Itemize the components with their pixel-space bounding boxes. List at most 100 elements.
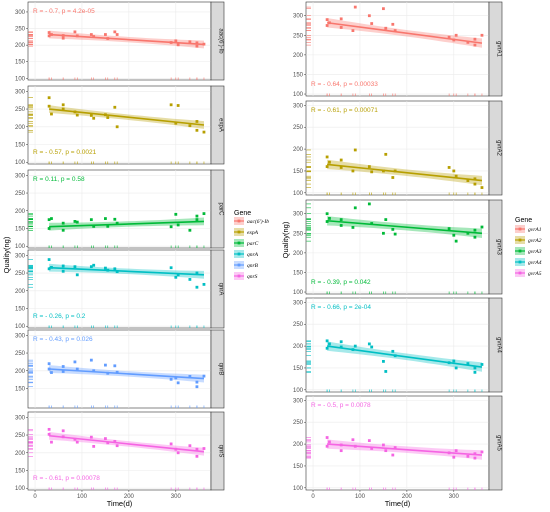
y-tick-label: 100 xyxy=(15,160,26,166)
data-point xyxy=(454,449,458,453)
facet-strip xyxy=(210,329,225,409)
data-point xyxy=(473,235,477,239)
y-tick-label: 200 xyxy=(293,442,304,448)
data-point xyxy=(466,231,470,235)
data-point xyxy=(351,438,355,442)
data-point xyxy=(452,233,456,237)
data-point xyxy=(174,447,178,451)
y-tick-label: 200 xyxy=(293,53,304,59)
legend-key-point xyxy=(237,230,241,234)
legend-label: gvrA2 xyxy=(528,238,542,244)
data-point xyxy=(195,447,199,451)
data-point xyxy=(47,432,51,436)
x-tick-label: 300 xyxy=(449,494,460,500)
y-tick-label: 150 xyxy=(293,366,304,372)
data-point xyxy=(169,442,173,446)
facet-panel: 100 150 200 250 300 R = - 0.64, p = 0.00033 gv… xyxy=(293,1,503,98)
legend-key-point xyxy=(518,238,522,242)
data-point xyxy=(92,444,96,448)
x-tick-label: 200 xyxy=(402,494,413,500)
y-tick-label: 200 xyxy=(15,125,26,131)
data-point xyxy=(393,29,397,32)
data-point xyxy=(480,225,484,229)
panel-frame xyxy=(305,297,490,393)
data-point xyxy=(61,435,65,439)
data-point xyxy=(351,348,355,351)
data-point xyxy=(202,212,206,216)
data-point xyxy=(188,228,192,232)
facet-strip-label: expA xyxy=(218,118,224,132)
panel-frame xyxy=(27,169,212,249)
facet-strip xyxy=(488,1,503,97)
x-tick-label: 100 xyxy=(355,494,366,500)
data-point xyxy=(75,273,79,277)
y-tick-label: 300 xyxy=(15,173,26,179)
y-tick-label: 300 xyxy=(15,415,26,421)
data-point xyxy=(176,451,180,455)
data-point xyxy=(454,174,458,178)
data-point xyxy=(382,169,385,173)
data-point xyxy=(370,222,374,225)
data-point xyxy=(454,33,458,37)
panel-frame xyxy=(27,249,212,329)
data-point xyxy=(89,114,93,117)
data-point xyxy=(367,342,371,346)
legend-label: qnrS xyxy=(247,274,258,280)
facet-strip xyxy=(210,1,225,81)
panel-frame xyxy=(27,85,212,165)
panel-frame xyxy=(305,199,490,295)
data-point xyxy=(50,440,53,444)
data-point xyxy=(447,451,451,455)
data-point xyxy=(61,34,65,37)
data-point xyxy=(370,170,374,174)
panel-frame xyxy=(27,1,212,81)
y-tick-label: 200 xyxy=(293,147,304,153)
y-tick-label: 150 xyxy=(15,387,26,393)
y-tick-label: 150 xyxy=(293,72,304,78)
data-point xyxy=(75,367,79,371)
regression-line xyxy=(49,368,205,380)
data-point xyxy=(202,282,206,286)
data-point xyxy=(328,217,331,220)
y-tick-label: 300 xyxy=(293,398,304,404)
facet-panel: 100 150 200 250 300 R = - 0.66, p = 2e-04 gvrA… xyxy=(293,297,503,394)
legend-item: gvrA1 xyxy=(515,225,542,233)
y-tick-label: 200 xyxy=(15,209,26,215)
legend-label: parC xyxy=(246,241,259,247)
x-tick-label: 0 xyxy=(33,494,37,500)
data-point xyxy=(47,104,51,108)
y-tick-label: 300 xyxy=(15,89,26,95)
data-point xyxy=(73,265,77,269)
y-tick-label: 150 xyxy=(15,307,26,313)
data-point xyxy=(50,112,53,116)
data-point xyxy=(89,265,93,269)
data-point xyxy=(473,456,477,460)
panel-frame xyxy=(305,395,490,491)
data-point xyxy=(115,33,119,36)
data-point xyxy=(106,441,110,445)
data-point xyxy=(473,370,477,374)
facet-strip xyxy=(210,169,225,249)
data-point xyxy=(391,453,395,457)
data-point xyxy=(195,120,199,123)
data-point xyxy=(106,116,110,119)
data-point xyxy=(367,165,371,168)
data-point xyxy=(176,273,180,277)
data-point xyxy=(169,266,173,270)
data-point xyxy=(61,103,65,107)
data-point xyxy=(447,35,451,39)
facet-strip-label: gvrA4 xyxy=(496,337,502,353)
data-point xyxy=(480,186,484,189)
correlation-annotation: R = - 0.61, p = 0.00071 xyxy=(311,107,378,114)
data-point xyxy=(447,227,451,230)
data-point xyxy=(351,29,355,32)
data-point xyxy=(466,40,470,44)
facet-strip xyxy=(210,249,225,329)
y-tick-label: 100 xyxy=(293,191,304,197)
data-point xyxy=(50,371,53,374)
facet-strip-label: qnrA xyxy=(218,283,224,296)
data-point xyxy=(92,224,96,228)
data-point xyxy=(89,435,93,439)
data-point xyxy=(367,202,371,206)
